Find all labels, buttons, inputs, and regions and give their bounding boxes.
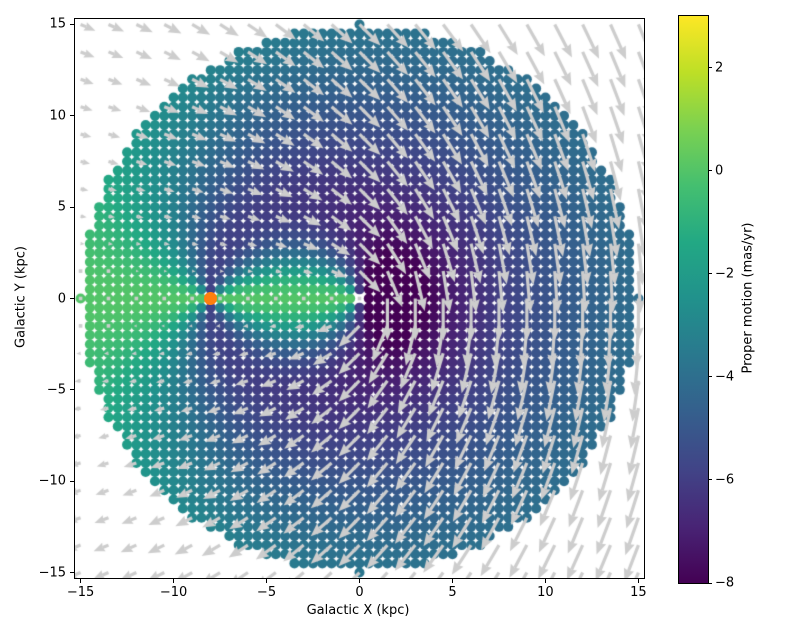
y-tick-label: 15 <box>49 16 66 32</box>
colorbar-tick-label: −8 <box>715 575 735 591</box>
colorbar-tick-label: 0 <box>715 163 724 179</box>
x-tick-label: 5 <box>448 585 457 600</box>
x-tick-mark <box>359 579 360 583</box>
x-tick-label: −5 <box>256 585 277 600</box>
y-tick-label: −10 <box>38 473 66 489</box>
colorbar-gradient <box>679 16 708 583</box>
x-tick-label: 0 <box>355 585 364 600</box>
x-tick-mark <box>451 579 453 583</box>
x-tick-mark <box>80 579 82 583</box>
proper-motion-field-canvas <box>75 19 644 578</box>
y-tick-mark <box>70 115 74 117</box>
colorbar-tick-mark <box>708 479 712 481</box>
colorbar-tick-label: −4 <box>715 369 735 385</box>
y-tick-label: 5 <box>57 199 66 215</box>
x-tick-label: −10 <box>159 585 188 600</box>
colorbar-tick-mark <box>708 170 712 172</box>
y-tick-label: 10 <box>49 108 66 124</box>
x-tick-label: −15 <box>66 585 95 600</box>
colorbar-tick-mark <box>708 376 712 378</box>
x-axis-label: Galactic X (kpc) <box>306 603 410 618</box>
x-tick-label: 15 <box>630 585 647 600</box>
colorbar-tick-label: 2 <box>715 60 724 76</box>
y-tick-label: −15 <box>38 565 66 581</box>
x-tick-mark <box>266 579 268 583</box>
colorbar-tick-label: −6 <box>715 472 735 488</box>
colorbar-tick-mark <box>708 582 712 584</box>
y-tick-mark <box>70 206 74 208</box>
plot-area: −15 −10 −5 0 5 10 15 −15 −10 −5 0 5 10 15 <box>39 17 647 600</box>
colorbar-tick-mark <box>708 273 712 275</box>
y-tick-mark <box>70 480 74 482</box>
y-tick-mark <box>70 298 74 299</box>
y-tick-label: 0 <box>57 291 66 306</box>
y-tick-mark <box>70 572 74 574</box>
y-axis-label: Galactic Y (kpc) <box>13 246 29 348</box>
y-tick-label: −5 <box>46 382 66 398</box>
x-tick-mark <box>173 579 175 583</box>
x-tick-mark <box>544 579 546 583</box>
colorbar-label: Proper motion (mas/yr) <box>740 222 756 374</box>
colorbar-tick-mark <box>708 67 712 69</box>
y-tick-mark <box>70 389 74 391</box>
y-tick-mark <box>70 23 74 25</box>
colorbar-tick-label: −2 <box>715 266 735 282</box>
colorbar: 2 0 −2 −4 −6 −8 <box>678 15 734 591</box>
x-tick-label: 10 <box>537 585 554 600</box>
x-tick-mark <box>637 579 639 583</box>
